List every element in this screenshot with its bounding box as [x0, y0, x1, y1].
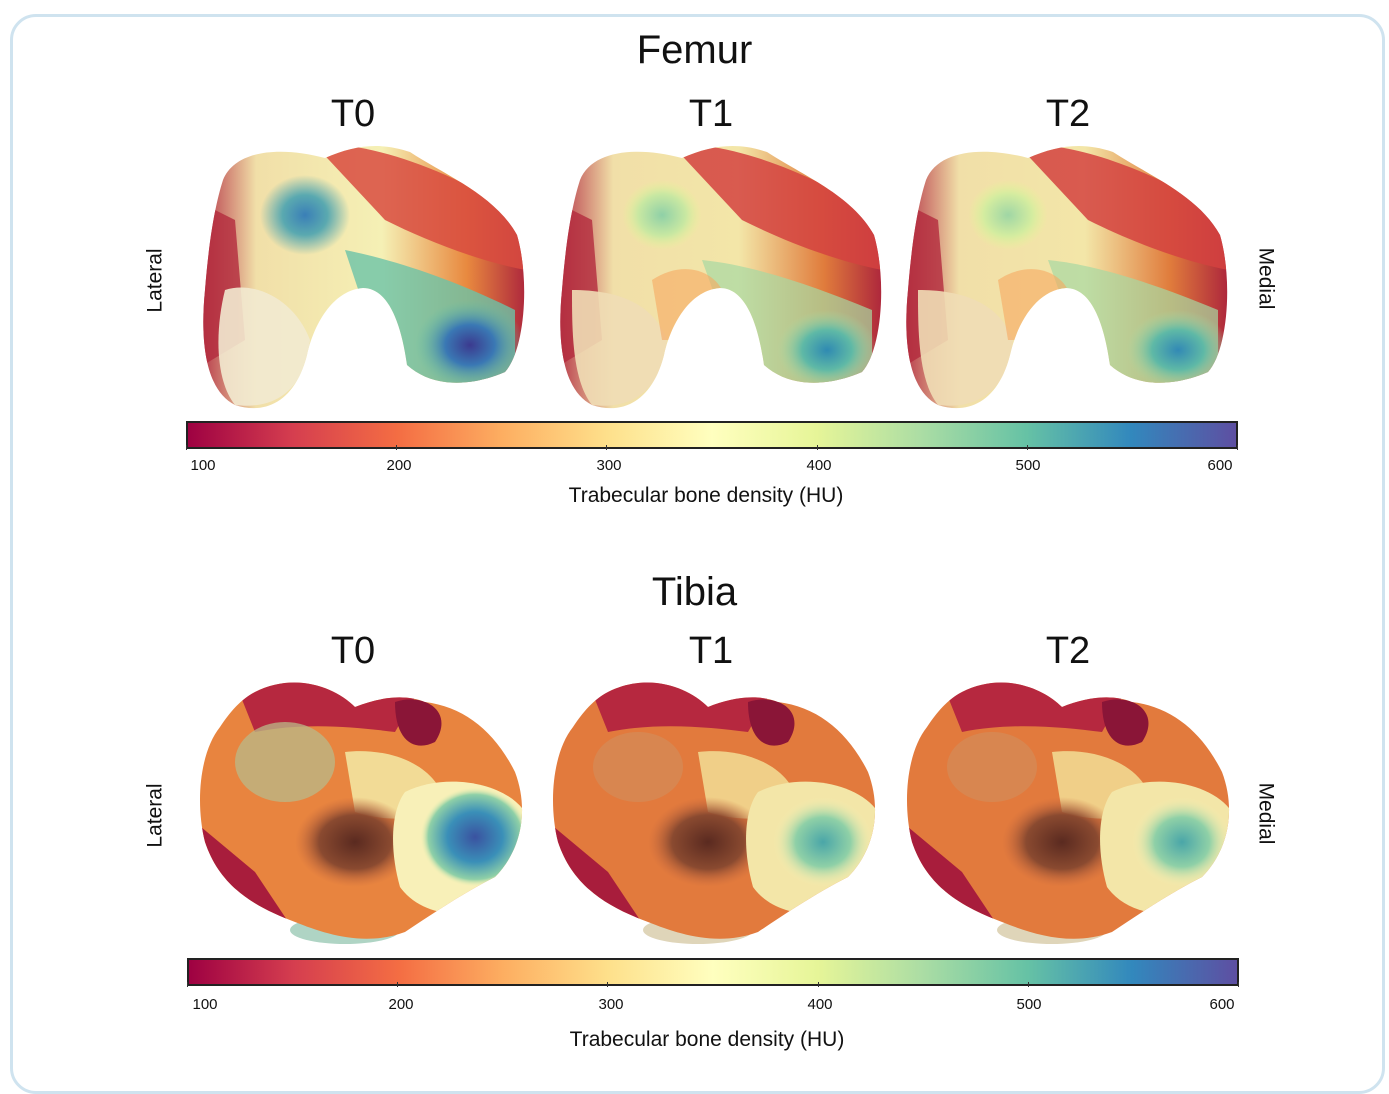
column-label-t0-femur: T0: [330, 93, 376, 135]
femur-bone-render-t1: [560, 146, 882, 409]
colorbar-tick: [606, 445, 607, 450]
colorbar-tick-label: 100: [192, 996, 218, 1013]
column-label-t1-femur: T1: [688, 93, 734, 135]
colorbar-tick: [1027, 445, 1028, 450]
colorbar-tick: [397, 982, 398, 987]
colorbar-gradient-femur: [186, 421, 1238, 449]
medial-label-femur: Medial: [1254, 247, 1278, 310]
colorbar-tick-label: 500: [1015, 457, 1041, 474]
tibia-bone-render-t0: [200, 682, 523, 944]
column-label-t2-tibia: T2: [1045, 630, 1091, 672]
lateral-label-tibia: Lateral: [143, 783, 167, 848]
colorbar-tick: [186, 445, 187, 450]
colorbar-tick-label: 200: [386, 457, 412, 474]
femur-bone-render-t2: [906, 146, 1228, 409]
colorbar-tick-label: 100: [190, 457, 216, 474]
colorbar-tick-label: 300: [598, 996, 624, 1013]
medial-label-tibia: Medial: [1254, 782, 1278, 845]
colorbar-tick: [187, 982, 188, 987]
colorbar-tick: [1238, 982, 1239, 987]
colorbar-tick-label: 600: [1207, 457, 1233, 474]
column-label-t2-femur: T2: [1045, 93, 1091, 135]
panel-title-femur: Femur: [636, 28, 753, 72]
colorbar-tick: [817, 445, 818, 450]
colorbar-tick: [396, 445, 397, 450]
colorbar-tick-label: 300: [596, 457, 622, 474]
tibia-bone-render-t1: [553, 682, 876, 944]
colorbar-tick: [1028, 982, 1029, 987]
colorbar-tick: [818, 982, 819, 987]
femur-bone-render-t0: [203, 146, 525, 409]
colorbar-tick-label: 500: [1016, 996, 1042, 1013]
colorbar-title-tibia: Trabecular bone density (HU): [569, 1028, 845, 1051]
colorbar-tick: [1237, 445, 1238, 450]
lateral-label-femur: Lateral: [143, 248, 167, 313]
colorbar-tick: [607, 982, 608, 987]
colorbar-title-femur: Trabecular bone density (HU): [568, 484, 844, 507]
colorbar-gradient-tibia: [187, 958, 1239, 986]
panel-title-tibia: Tibia: [651, 570, 738, 614]
column-label-t0-tibia: T0: [330, 630, 376, 672]
colorbar-tick-label: 200: [388, 996, 414, 1013]
colorbar-tick-label: 600: [1209, 996, 1235, 1013]
column-label-t1-tibia: T1: [688, 630, 734, 672]
colorbar-tick-label: 400: [807, 996, 833, 1013]
colorbar-tick-label: 400: [806, 457, 832, 474]
tibia-bone-render-t2: [907, 682, 1230, 944]
